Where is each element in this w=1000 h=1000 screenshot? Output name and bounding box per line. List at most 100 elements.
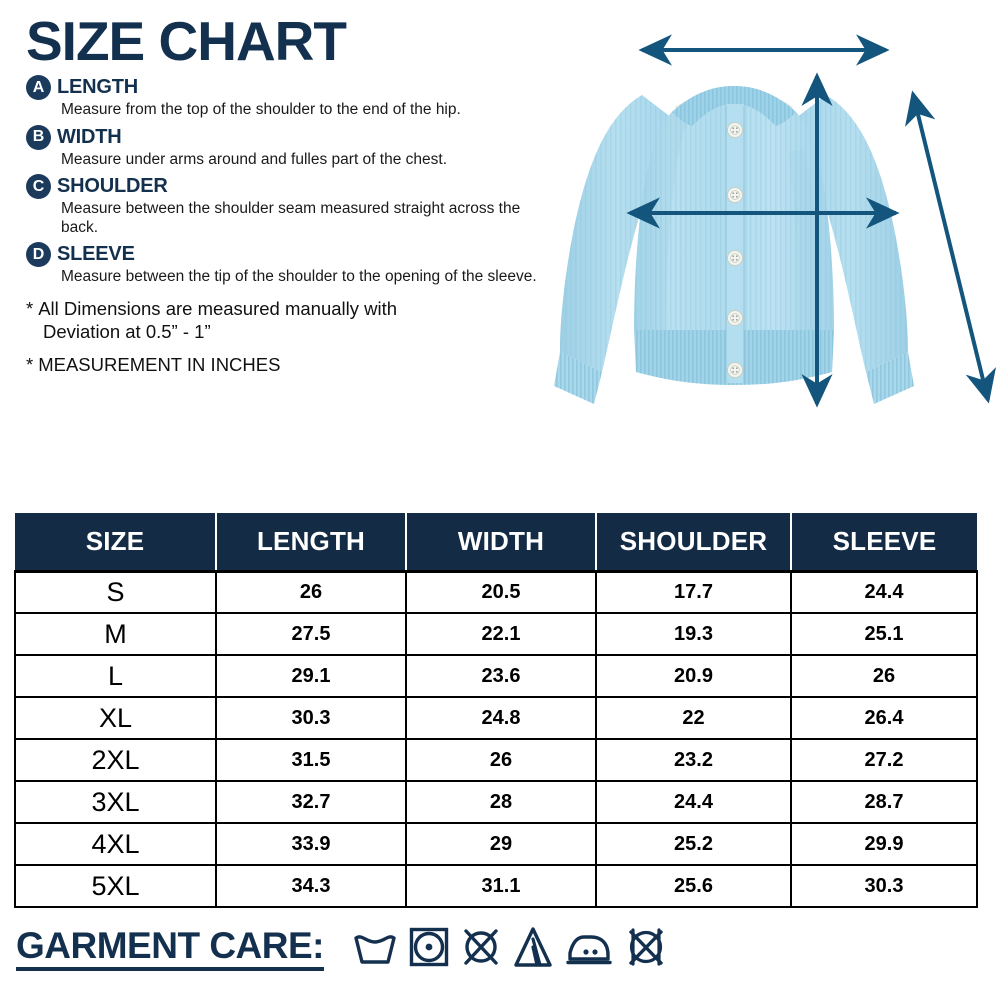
tumble-dry-icon: [409, 927, 449, 967]
note-star-1: *: [26, 297, 34, 319]
note-deviation: * All Dimensions are measured manually wi…: [26, 298, 586, 343]
table-cell-size: S: [14, 570, 217, 614]
column-header-sleeve: SLEEVE: [790, 513, 977, 573]
table-cell-shoulder: 20.9: [595, 654, 792, 698]
badge-d-icon: D: [26, 242, 51, 268]
table-cell-width: 26: [405, 738, 597, 782]
table-cell-sleeve: 26: [790, 654, 978, 698]
page-title: SIZE CHART: [26, 10, 347, 72]
table-cell-width: 20.5: [405, 570, 597, 614]
table-cell-sleeve: 27.2: [790, 738, 978, 782]
table-cell-sleeve: 24.4: [790, 570, 978, 614]
table-cell-sleeve: 29.9: [790, 822, 978, 866]
note-star-2: *: [26, 354, 34, 376]
measurement-heading-length: A LENGTH: [26, 75, 586, 100]
table-row: M 27.5 22.1 19.3 25.1: [14, 612, 978, 656]
measurement-item-shoulder: C SHOULDER Measure between the shoulder …: [26, 174, 586, 237]
button-icon: [727, 310, 743, 326]
badge-b-icon: B: [26, 124, 51, 150]
measurement-desc-shoulder: Measure between the shoulder seam measur…: [61, 200, 521, 236]
table-cell-size: M: [14, 612, 217, 656]
table-cell-width: 28: [405, 780, 597, 824]
table-cell-sleeve: 30.3: [790, 864, 978, 908]
dimension-arrow-d: [904, 90, 997, 404]
table-cell-length: 26: [215, 570, 407, 614]
measurement-item-length: A LENGTH Measure from the top of the sho…: [26, 75, 586, 120]
table-row: S 26 20.5 17.7 24.4: [14, 570, 978, 614]
table-cell-width: 23.6: [405, 654, 597, 698]
table-row: L 29.1 23.6 20.9 26: [14, 654, 978, 698]
machine-wash-icon: [354, 935, 396, 964]
table-cell-size: 5XL: [14, 864, 217, 908]
do-not-bleach-icon: [464, 929, 498, 965]
garment-diagram: C A B D: [520, 0, 1000, 500]
measurement-item-sleeve: D SLEEVE Measure between the tip of the …: [26, 242, 586, 287]
button-icon: [727, 187, 743, 203]
table-cell-sleeve: 26.4: [790, 696, 978, 740]
table-cell-length: 34.3: [215, 864, 407, 908]
column-header-length: LENGTH: [215, 513, 407, 573]
size-table-container: SIZE LENGTH WIDTH SHOULDER SLEEVE S 26 20.…: [14, 513, 978, 908]
table-cell-size: 3XL: [14, 780, 217, 824]
measurement-heading-shoulder: C SHOULDER: [26, 174, 586, 200]
table-row: 5XL 34.3 31.1 25.6 30.3: [14, 864, 978, 908]
button-icon: [727, 250, 743, 266]
garment-care-section: GARMENT CARE:: [16, 925, 984, 973]
note-units: * MEASUREMENT IN INCHES: [26, 354, 586, 377]
badge-a-icon: A: [26, 75, 51, 100]
cardigan-illustration-icon: [554, 34, 997, 408]
care-icon-row: [352, 925, 668, 969]
table-cell-length: 30.3: [215, 696, 407, 740]
column-header-shoulder: SHOULDER: [595, 513, 792, 573]
measurement-desc-length: Measure from the top of the shoulder to …: [61, 101, 461, 118]
table-cell-shoulder: 17.7: [595, 570, 792, 614]
drip-dry-triangle-icon: [514, 927, 552, 967]
table-row: 4XL 33.9 29 25.2 29.9: [14, 822, 978, 866]
size-chart-table: SIZE LENGTH WIDTH SHOULDER SLEEVE S 26 20.…: [14, 513, 978, 908]
measurement-desc-width: Measure under arms around and fulles par…: [61, 150, 447, 168]
table-cell-shoulder: 24.4: [595, 780, 792, 824]
table-cell-size: 2XL: [14, 738, 217, 782]
table-cell-sleeve: 25.1: [790, 612, 978, 656]
table-cell-size: L: [14, 654, 217, 698]
note-deviation-line1: All Dimensions are measured manually wit…: [38, 297, 398, 319]
table-cell-length: 29.1: [215, 654, 407, 698]
table-cell-length: 27.5: [215, 612, 407, 656]
table-cell-length: 33.9: [215, 822, 407, 866]
table-cell-width: 31.1: [405, 864, 597, 908]
do-not-dry-clean-icon: [629, 928, 663, 966]
table-row: 3XL 32.7 28 24.4 28.7: [14, 780, 978, 824]
measurement-heading-width: B WIDTH: [26, 124, 586, 150]
badge-c-icon: C: [26, 174, 51, 200]
measurement-title-width: WIDTH: [57, 125, 122, 148]
measurement-desc-sleeve: Measure between the tip of the shoulder …: [61, 268, 537, 286]
measurement-guide-panel: SIZE CHART A LENGTH Measure from the top…: [26, 14, 586, 377]
iron-medium-heat-icon: [566, 935, 612, 965]
table-cell-shoulder: 25.2: [595, 822, 792, 866]
size-table-body: S 26 20.5 17.7 24.4 M 27.5 22.1 19.3 25.1 L 29.1 23.…: [14, 570, 978, 908]
measurement-title-sleeve: SLEEVE: [57, 243, 135, 266]
note-deviation-line2: Deviation at 0.5” - 1”: [43, 320, 211, 342]
measurement-heading-sleeve: D SLEEVE: [26, 242, 586, 268]
table-cell-size: 4XL: [14, 822, 217, 866]
measurement-item-width: B WIDTH Measure under arms around and fu…: [26, 124, 586, 170]
table-cell-width: 24.8: [405, 696, 597, 740]
measurement-title-shoulder: SHOULDER: [57, 175, 168, 198]
garment-care-title: GARMENT CARE:: [16, 927, 324, 971]
table-cell-length: 32.7: [215, 780, 407, 824]
note-units-text: MEASUREMENT IN INCHES: [38, 354, 281, 376]
table-cell-shoulder: 23.2: [595, 738, 792, 782]
table-header-row: SIZE LENGTH WIDTH SHOULDER SLEEVE: [15, 513, 977, 573]
table-cell-shoulder: 22: [595, 696, 792, 740]
button-icon: [727, 362, 743, 378]
column-header-width: WIDTH: [405, 513, 597, 573]
table-cell-width: 22.1: [405, 612, 597, 656]
button-icon: [727, 122, 743, 138]
table-cell-sleeve: 28.7: [790, 780, 978, 824]
table-cell-shoulder: 19.3: [595, 612, 792, 656]
table-row: 2XL 31.5 26 23.2 27.2: [14, 738, 978, 782]
table-row: XL 30.3 24.8 22 26.4: [14, 696, 978, 740]
column-header-size: SIZE: [15, 513, 217, 573]
table-cell-shoulder: 25.6: [595, 864, 792, 908]
table-cell-size: XL: [14, 696, 217, 740]
